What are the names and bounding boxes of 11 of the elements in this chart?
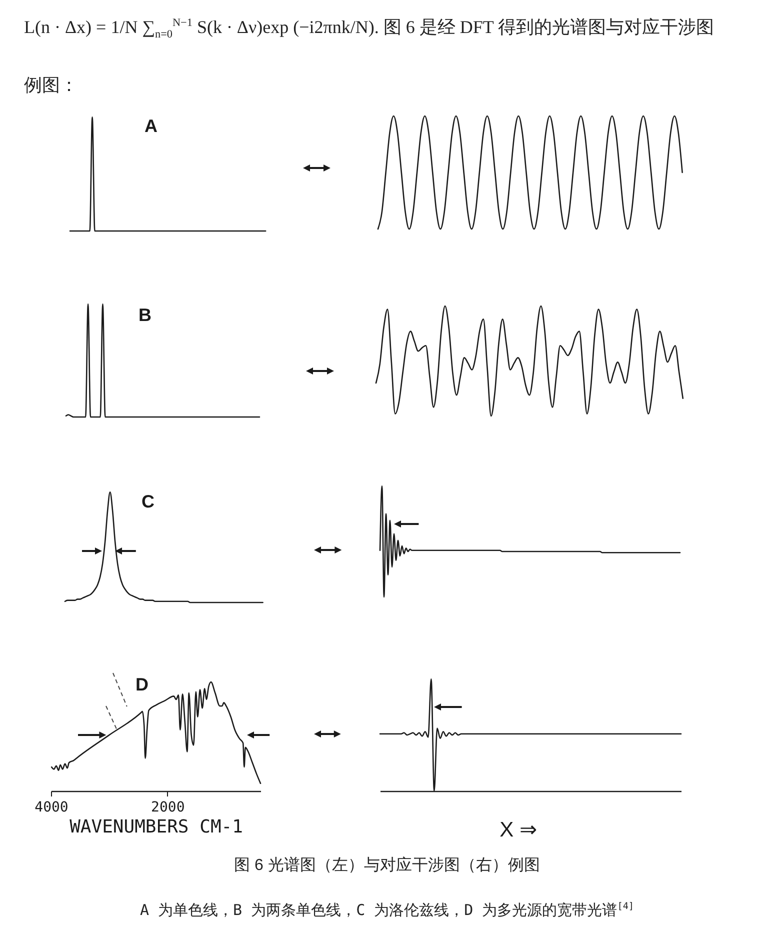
annotation: D (135, 674, 148, 694)
x-tick-label: 2000 (150, 800, 185, 816)
x-axis-title: X ⇒ (500, 818, 538, 842)
text: A 为单色线，B 为两条单色线，C 为洛伦兹线，D 为多光源的宽带光谱$^{[4]}$ (138, 900, 636, 921)
annotation: B (138, 305, 152, 325)
text: L(n · Δx) = 1/N ∑$_{n=0}$$^{N−1}$ S(k · Δν)exp (−i2πnk/N). 图 6 是经 DFT 得到的光谱图与对应干涉图例图： (24, 17, 714, 95)
annotation: C (141, 491, 154, 511)
caption: 图 6 光谱图（左）与对应干涉图（右）例图 (233, 856, 541, 876)
x-axis-title: WAVENUMBERS CM-1 (69, 816, 243, 838)
x-tick-label: 4000 (34, 800, 68, 816)
annotation: A (144, 116, 158, 136)
